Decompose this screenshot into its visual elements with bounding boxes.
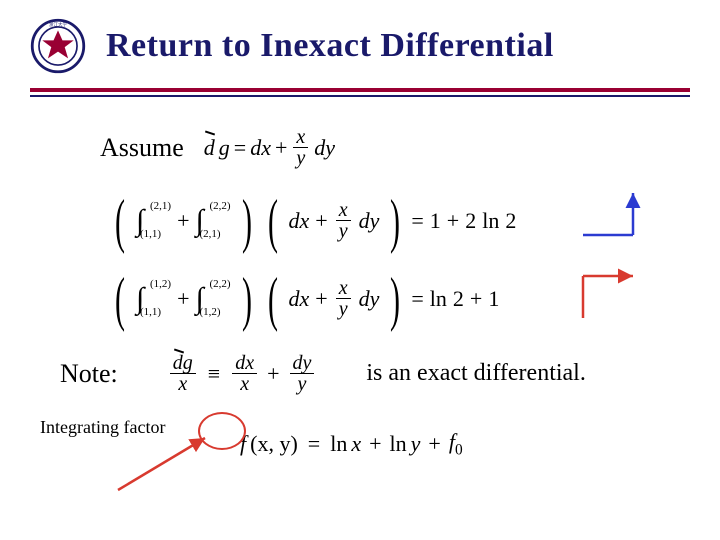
note-label: Note: (60, 359, 118, 389)
y: y (411, 431, 421, 457)
rparen: ) (242, 275, 252, 323)
lhs-den: x (175, 374, 190, 394)
rparen: ) (242, 197, 252, 245)
f: f (240, 431, 246, 457)
path-integral-row-2: ( (1,2) ∫ (1,1) + (2,2) ∫ (1,2) ) ( dx +… (110, 275, 680, 323)
plus2: + (428, 431, 440, 457)
int-1a: (2,1) ∫ (1,1) (136, 201, 171, 240)
lparen: ( (115, 197, 125, 245)
lhs-frac: dg x (170, 353, 196, 395)
dx: dx (289, 286, 310, 312)
frac: x y (336, 278, 351, 320)
lparen2: ( (268, 275, 278, 323)
res-a: 2 (453, 286, 464, 312)
res-c: 2 (505, 208, 516, 234)
lparen: ( (115, 275, 125, 323)
hr-top (30, 88, 690, 92)
equiv: ≡ (208, 361, 220, 387)
eq: = (308, 431, 320, 457)
x: x (351, 431, 361, 457)
t1: dx x (232, 353, 257, 395)
equals: = (234, 135, 246, 161)
res-b: 1 (488, 286, 499, 312)
assume-expr: dg = dx + x y dy (204, 127, 335, 169)
ln: ln (430, 286, 447, 312)
header-rules (30, 88, 690, 97)
hr-bottom (30, 95, 690, 97)
ln2: ln (390, 431, 407, 457)
f0: f0 (449, 429, 463, 459)
svg-text:浙江大学: 浙江大学 (49, 21, 67, 28)
t2: dy y (290, 353, 315, 395)
inexact-d-symbol: d (173, 353, 183, 373)
eq: = (411, 208, 423, 234)
plus: + (315, 286, 327, 312)
dy: dy (314, 135, 335, 161)
note-row: Note: dg x ≡ dx x + dy y is an exact dif… (60, 353, 680, 395)
dy: dy (359, 208, 380, 234)
args: (x, y) (250, 431, 298, 457)
plus: + (447, 208, 459, 234)
plus: + (470, 286, 482, 312)
page-title: Return to Inexact Differential (106, 27, 554, 65)
assume-row: Assume dg = dx + x y dy (100, 127, 680, 169)
path-integral-row-1: ( (2,1) ∫ (1,1) + (2,2) ∫ (2,1) ) ( dx +… (110, 197, 680, 245)
plus: + (177, 208, 189, 234)
int-2a: (1,2) ∫ (1,1) (136, 279, 171, 318)
rparen2: ) (390, 197, 400, 245)
frac-x-over-y: x y (293, 127, 308, 169)
int-2b: (2,2) ∫ (1,2) (195, 279, 230, 318)
ln: ln (482, 208, 499, 234)
var-g: g (219, 135, 230, 161)
frac-den: y (293, 148, 308, 168)
note-expr: dg x ≡ dx x + dy y (168, 353, 317, 395)
lparen2: ( (268, 197, 278, 245)
plus: + (267, 361, 279, 387)
assume-label: Assume (100, 133, 184, 163)
plus: + (369, 431, 381, 457)
note-trail: is an exact differential. (366, 360, 585, 387)
inexact-d-symbol: d (204, 135, 215, 161)
slide-header: 浙江大学 Return to Inexact Differential (0, 0, 720, 82)
res-b: 2 (465, 208, 476, 234)
int-1b: (2,2) ∫ (2,1) (195, 201, 230, 240)
rparen2: ) (390, 275, 400, 323)
frac: x y (336, 200, 351, 242)
university-seal-logo: 浙江大学 (30, 18, 86, 74)
dx: dx (250, 135, 271, 161)
f-expr-row: f (x, y) = ln x + ln y + f0 (240, 429, 463, 459)
plus: + (177, 286, 189, 312)
slide-content: Assume dg = dx + x y dy ( (2,1) ∫ (1,1) … (0, 99, 720, 438)
ln1: ln (330, 431, 347, 457)
integrating-factor-arrow-icon (110, 430, 230, 500)
eq: = (411, 286, 423, 312)
dx: dx (289, 208, 310, 234)
dy: dy (359, 286, 380, 312)
res-a: 1 (430, 208, 441, 234)
frac-num: x (293, 127, 308, 148)
plus: + (315, 208, 327, 234)
plus: + (275, 135, 287, 161)
